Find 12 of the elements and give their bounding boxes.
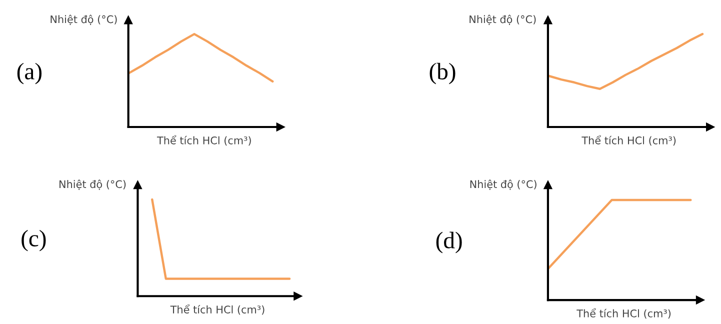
- y-axis-title: Nhiệt độ (°C): [470, 180, 536, 190]
- x-axis-title: Thể tích HCl (cm³): [170, 304, 264, 315]
- text: (b): [430, 62, 456, 84]
- y-axis-title: Nhiệt độ (°C): [470, 14, 536, 25]
- x-axis-title: Thể tích HCl (cm³): [576, 308, 671, 319]
- y-axis-title: Nhiệt độ (°C): [60, 180, 126, 190]
- text: (c): [22, 230, 46, 252]
- x-axis-title: Thể tích HCl (cm³): [582, 135, 676, 146]
- text: (a): [17, 62, 42, 84]
- text: (d): [436, 232, 462, 254]
- y-axis-title: Nhiệt độ (°C): [50, 14, 117, 25]
- x-axis-title: Thể tích HCl (cm³): [156, 135, 251, 146]
